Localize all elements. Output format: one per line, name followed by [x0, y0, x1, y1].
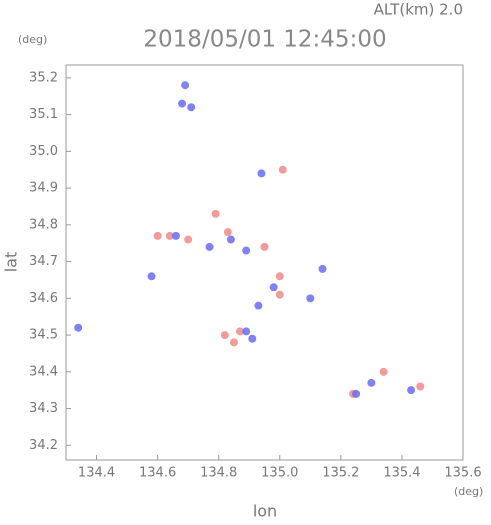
- x-unit: (deg): [454, 485, 483, 498]
- y-axis-label: lat: [2, 252, 21, 273]
- x-tick-label: 135.0: [261, 466, 298, 481]
- x-tick-label: 135.6: [444, 466, 481, 481]
- echo-point: [242, 246, 251, 255]
- echo-point: [178, 99, 187, 108]
- x-tick-label: 134.8: [200, 466, 237, 481]
- echo-point: [74, 323, 83, 332]
- echo-point: [165, 231, 174, 240]
- echo-point: [260, 242, 269, 251]
- y-unit: (deg): [18, 33, 47, 46]
- y-tick-label: 35.2: [29, 70, 58, 85]
- echo-point: [352, 389, 361, 398]
- y-tick-label: 34.8: [29, 217, 58, 232]
- echo-point: [269, 283, 278, 292]
- echo-point: [318, 264, 327, 273]
- y-tick-label: 34.7: [29, 254, 58, 269]
- chart-title: 2018/05/01 12:45:00: [143, 27, 386, 53]
- echo-point: [236, 327, 245, 336]
- echo-point: [407, 386, 416, 395]
- x-tick-label: 135.4: [383, 466, 420, 481]
- x-tick-label: 134.6: [139, 466, 176, 481]
- y-tick-label: 34.2: [29, 438, 58, 453]
- y-tick-label: 34.9: [29, 181, 58, 196]
- y-tick-label: 34.5: [29, 328, 58, 343]
- x-axis-label: lon: [253, 502, 277, 521]
- echo-point: [184, 235, 193, 244]
- x-tick-label: 134.4: [78, 466, 115, 481]
- echo-point: [211, 209, 220, 218]
- plot-frame: [65, 64, 464, 461]
- y-tick-label: 34.3: [29, 401, 58, 416]
- y-tick-label: 35.1: [29, 107, 58, 122]
- echo-point: [171, 231, 180, 240]
- echo-point: [153, 231, 162, 240]
- echo-point: [223, 228, 232, 237]
- echo-point: [187, 103, 196, 112]
- echo-point: [181, 81, 190, 90]
- echo-point: [306, 294, 315, 303]
- echo-point: [147, 272, 156, 281]
- echo-point: [229, 338, 238, 347]
- echo-point: [416, 382, 425, 391]
- echo-point: [379, 367, 388, 376]
- echo-point: [205, 242, 214, 251]
- echo-point: [242, 327, 251, 336]
- echo-point: [226, 235, 235, 244]
- echo-point: [254, 301, 263, 310]
- echo-point: [257, 169, 266, 178]
- y-tick-label: 35.0: [29, 144, 58, 159]
- echo-point: [367, 378, 376, 387]
- chart-subtitle: ALT(km) 2.0: [374, 1, 463, 19]
- echo-point: [220, 331, 229, 340]
- y-tick-label: 34.6: [29, 291, 58, 306]
- echo-point: [278, 165, 287, 174]
- y-tick-label: 34.4: [29, 364, 58, 379]
- x-tick-label: 135.2: [322, 466, 359, 481]
- echo-point: [275, 290, 284, 299]
- echo-point: [248, 334, 257, 343]
- echo-point: [275, 272, 284, 281]
